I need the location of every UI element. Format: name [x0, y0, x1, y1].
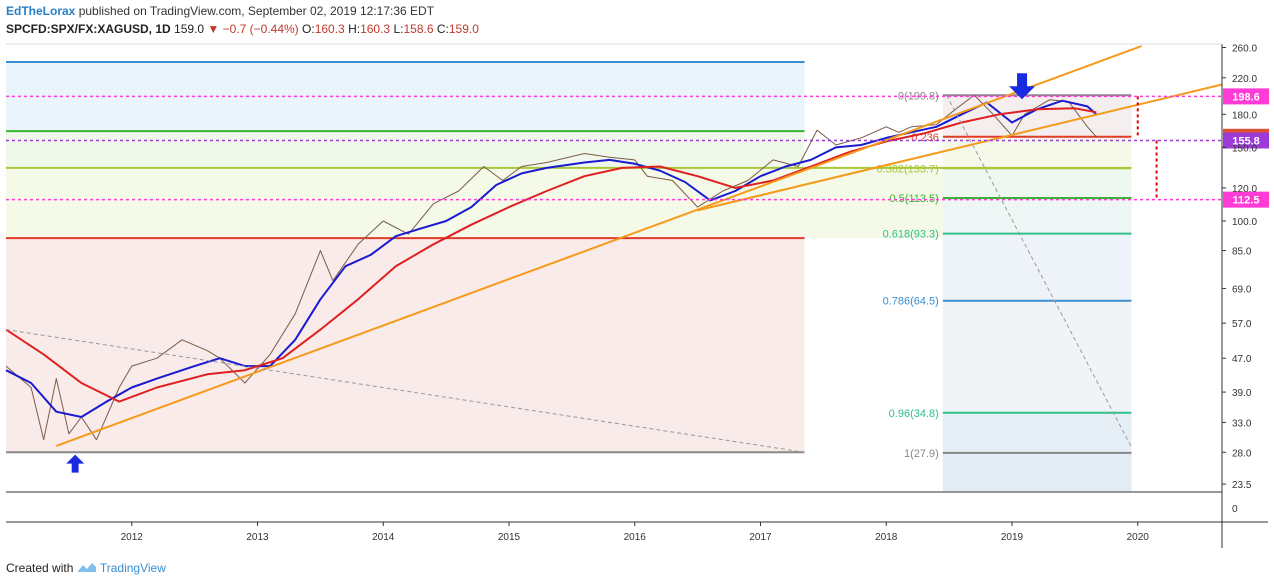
low-label: L:: [393, 22, 404, 36]
footer: Created with TradingView: [6, 561, 166, 575]
author-name[interactable]: EdTheLorax: [6, 4, 76, 18]
price-tag-label-0: 198.6: [1232, 91, 1260, 103]
series-line-3: [55, 45, 1142, 447]
y-tick-label[interactable]: 47.0: [1232, 354, 1252, 365]
ticker-line: SPCFD:SPX/FX:XAGUSD, 1D 159.0 ▼ −0.7 (−0…: [6, 22, 479, 36]
y-tick-label[interactable]: 33.0: [1232, 418, 1252, 429]
y-tick-label[interactable]: 260.0: [1232, 43, 1257, 54]
y-tick-label[interactable]: 120.0: [1232, 184, 1257, 195]
price-tag-label-2: 155.8: [1232, 135, 1260, 147]
y-tick-label[interactable]: 85.0: [1232, 247, 1252, 258]
x-tick-label[interactable]: 2015: [498, 532, 521, 543]
series-line-5: [5, 329, 805, 453]
arrow-down-icon: [1009, 73, 1036, 100]
price-tag-2: [1223, 132, 1269, 149]
published-text: published on TradingView.com, September …: [78, 4, 435, 18]
x-tick-label[interactable]: 2019: [1001, 532, 1024, 543]
series-line-4: [697, 83, 1223, 212]
price-change: ▼ −0.7 (−0.44%): [207, 22, 299, 36]
open-value: 160.3: [314, 22, 345, 36]
y-tick-label[interactable]: 69.0: [1232, 284, 1252, 295]
high-label: H:: [348, 22, 361, 36]
x-tick-label[interactable]: 2013: [246, 532, 269, 543]
y-tick-label[interactable]: 39.0: [1232, 388, 1252, 399]
close-label: C:: [436, 22, 449, 36]
tradingview-logo-icon: [77, 563, 96, 572]
x-tick-label[interactable]: 2020: [1127, 532, 1150, 543]
level-zone-3: [6, 238, 805, 453]
fib-label-6: 0.96(34.8): [889, 408, 939, 420]
created-with-label: Created with: [6, 561, 74, 575]
x-tick-label[interactable]: 2012: [121, 532, 144, 543]
price-tag-label-3: 112.5: [1233, 195, 1260, 207]
y-tick-label[interactable]: 100.0: [1232, 217, 1257, 228]
level-zone-1: [6, 131, 805, 168]
fib-label-5: 0.786(64.5): [883, 296, 939, 308]
fib-label-4: 0.618(93.3): [883, 229, 939, 241]
y-tick-label[interactable]: 57.0: [1232, 319, 1252, 330]
y-tick-label[interactable]: 150.0: [1232, 143, 1257, 154]
y-zero-label: 0: [1232, 504, 1238, 515]
fib-zone-0: [942, 95, 1132, 137]
series-line-1: [5, 99, 1097, 418]
y-tick-label[interactable]: 23.5: [1232, 480, 1252, 491]
y-tick-label[interactable]: 180.0: [1232, 110, 1257, 121]
fib-zone-bottom: [942, 452, 1132, 492]
fib-zone-2: [942, 168, 1132, 199]
chart-header: EdTheLorax published on TradingView.com,…: [6, 4, 434, 18]
fib-label-2: 0.382(133.7): [876, 163, 938, 175]
x-tick-label[interactable]: 2018: [875, 532, 898, 543]
low-value: 158.6: [403, 22, 434, 36]
series-line-6: [946, 95, 1132, 448]
open-label: O:: [302, 22, 315, 36]
symbol-label[interactable]: SPCFD:SPX/FX:XAGUSD, 1D: [6, 22, 171, 36]
fib-retracement[interactable]: 0(199.8)0.2360.382(133.7)0.5(113.5)0.618…: [876, 90, 1132, 460]
fib-zone-6: [942, 412, 1132, 453]
fib-label-7: 1(27.9): [904, 448, 939, 460]
price-tag-0: [1223, 88, 1269, 105]
series-line-2: [5, 107, 1097, 403]
fib-zone-4: [942, 233, 1132, 301]
price-tag-3: [1223, 191, 1269, 208]
y-tick-label[interactable]: 28.0: [1232, 448, 1252, 459]
last-price: 159.0: [174, 22, 205, 36]
series-lines: [5, 45, 1223, 453]
x-tick-label[interactable]: 2017: [749, 532, 772, 543]
high-value: 160.3: [360, 22, 391, 36]
x-tick-label[interactable]: 2014: [372, 532, 395, 543]
fib-zone-5: [942, 300, 1132, 413]
fib-zone-1: [942, 136, 1132, 169]
y-tick-label[interactable]: 220.0: [1232, 74, 1257, 85]
tradingview-brand[interactable]: TradingView: [99, 561, 166, 575]
arrow-up-icon: [66, 454, 85, 473]
x-tick-label[interactable]: 2016: [624, 532, 647, 543]
background-zones: [6, 62, 1132, 492]
axes[interactable]: 260.0 220.0 180.0 150.0 120.0 100.0 85.0 69.0 57…: [6, 43, 1268, 548]
close-value: 159.0: [448, 22, 479, 36]
fib-zone-3: [942, 198, 1132, 234]
